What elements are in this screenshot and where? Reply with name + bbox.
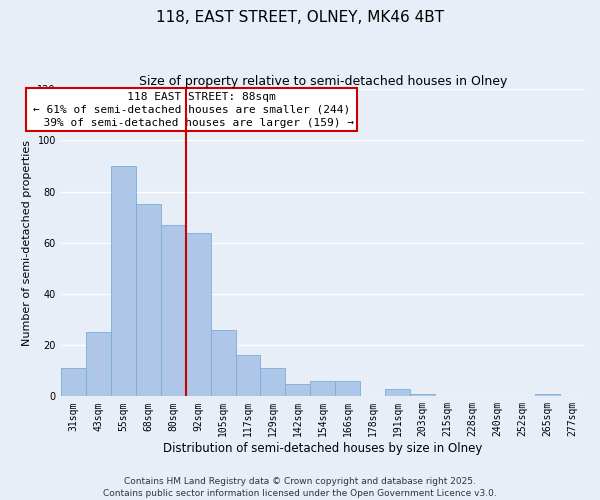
Bar — [185, 232, 211, 396]
Text: 118 EAST STREET: 88sqm
← 61% of semi-detached houses are smaller (244)
  39% of : 118 EAST STREET: 88sqm ← 61% of semi-det… — [30, 92, 354, 128]
Bar — [410, 394, 435, 396]
Bar — [260, 368, 286, 396]
Bar — [335, 381, 361, 396]
Bar — [235, 356, 260, 397]
Bar — [86, 332, 110, 396]
X-axis label: Distribution of semi-detached houses by size in Olney: Distribution of semi-detached houses by … — [163, 442, 482, 455]
Bar — [535, 394, 560, 396]
Y-axis label: Number of semi-detached properties: Number of semi-detached properties — [22, 140, 32, 346]
Bar — [136, 204, 161, 396]
Bar — [211, 330, 235, 396]
Bar — [110, 166, 136, 396]
Text: 118, EAST STREET, OLNEY, MK46 4BT: 118, EAST STREET, OLNEY, MK46 4BT — [156, 10, 444, 25]
Bar — [286, 384, 310, 396]
Text: Contains HM Land Registry data © Crown copyright and database right 2025.
Contai: Contains HM Land Registry data © Crown c… — [103, 476, 497, 498]
Bar — [161, 225, 185, 396]
Bar — [310, 381, 335, 396]
Bar — [61, 368, 86, 396]
Bar — [385, 388, 410, 396]
Title: Size of property relative to semi-detached houses in Olney: Size of property relative to semi-detach… — [139, 75, 507, 88]
